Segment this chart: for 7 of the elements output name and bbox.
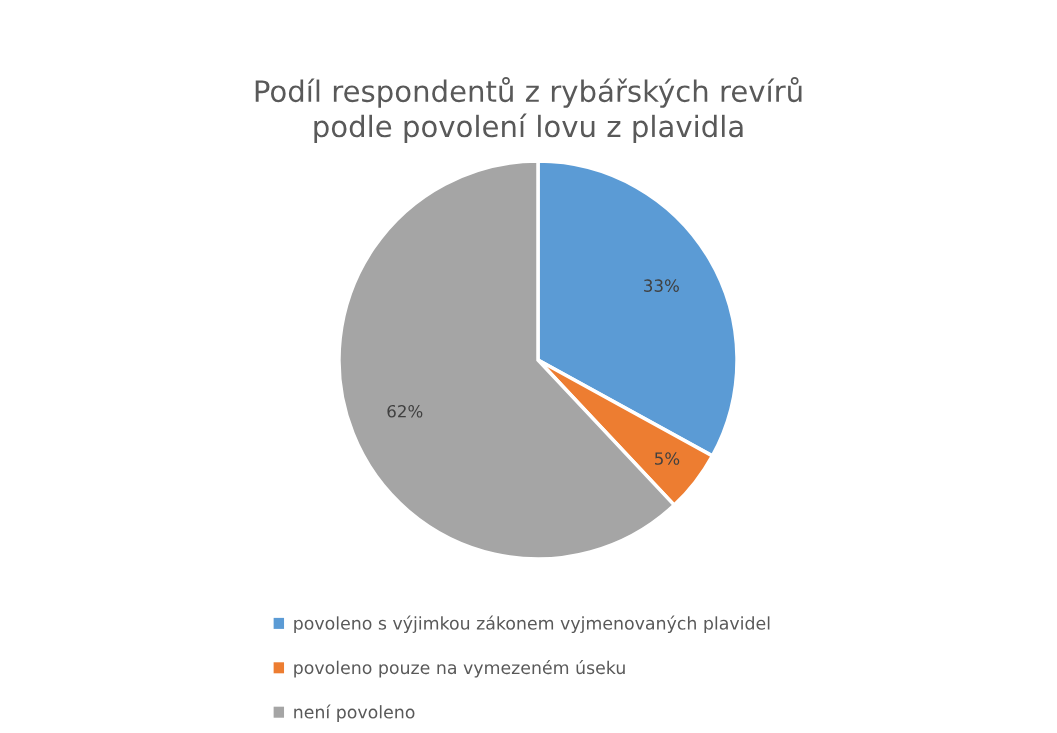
- data-label: 62%: [387, 404, 423, 418]
- chart-title: Podíl respondentů z rybářských revírů podle povolení lovu z plavidla: [255, 76, 802, 144]
- legend-label: povoleno s výjimkou zákonem vyjmenovaných plavidel: [294, 615, 770, 634]
- data-label: 5%: [655, 452, 680, 465]
- legend-label: povoleno pouze na vymezeném úseku: [294, 660, 625, 678]
- data-label: 33%: [644, 279, 679, 292]
- legend-label: není povoleno: [294, 704, 415, 722]
